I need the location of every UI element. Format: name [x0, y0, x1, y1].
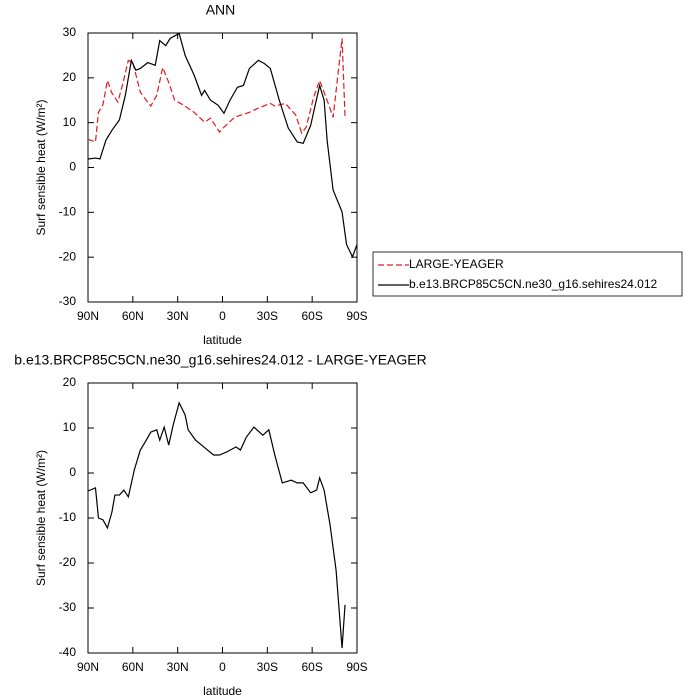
legend-box	[372, 251, 683, 297]
y-tick-label: -20	[59, 555, 77, 569]
y-tick-label: 30	[63, 25, 77, 39]
y-tick-label: -10	[59, 510, 77, 524]
x-axis-label: latitude	[203, 684, 242, 698]
y-tick-label: -30	[59, 294, 77, 308]
y-tick-label: -30	[59, 600, 77, 614]
legend-label: LARGE-YEAGER	[409, 257, 504, 271]
x-tick-label: 30S	[257, 660, 278, 674]
x-tick-label: 0	[219, 309, 226, 323]
y-tick-label: -20	[59, 249, 77, 263]
y-axis-label: Surf sensible heat (W/m²)	[34, 99, 48, 235]
x-tick-label: 60N	[122, 660, 144, 674]
x-tick-label: 60S	[301, 660, 322, 674]
legend-label: b.e13.BRCP85C5CN.ne30_g16.sehires24.012	[409, 277, 657, 291]
series-line	[87, 32, 358, 259]
y-tick-label: -10	[59, 205, 77, 219]
x-tick-label: 30N	[167, 660, 189, 674]
x-tick-label: 30N	[167, 309, 189, 323]
x-tick-label: 0	[219, 660, 226, 674]
x-tick-label: 90N	[77, 309, 99, 323]
plot-frame	[87, 382, 358, 654]
x-axis-label: latitude	[203, 333, 242, 347]
series-line	[87, 401, 346, 649]
y-tick-label: 0	[69, 465, 76, 479]
y-tick-label: 20	[63, 375, 77, 389]
x-tick-label: 30S	[257, 309, 278, 323]
chart-title: ANN	[206, 2, 236, 18]
y-tick-label: 10	[63, 115, 77, 129]
y-tick-label: 20	[63, 70, 77, 84]
y-tick-label: 10	[63, 420, 77, 434]
y-axis-label: Surf sensible heat (W/m²)	[34, 450, 48, 586]
y-tick-label: 0	[69, 160, 76, 174]
series-line	[87, 38, 346, 143]
x-tick-label: 90S	[346, 309, 367, 323]
plot-frame	[87, 32, 358, 303]
chart-title: b.e13.BRCP85C5CN.ne30_g16.sehires24.012 …	[14, 352, 426, 368]
x-tick-label: 60N	[122, 309, 144, 323]
x-tick-label: 90S	[346, 660, 367, 674]
x-tick-label: 90N	[77, 660, 99, 674]
x-tick-label: 60S	[301, 309, 322, 323]
y-tick-label: -40	[59, 645, 77, 659]
